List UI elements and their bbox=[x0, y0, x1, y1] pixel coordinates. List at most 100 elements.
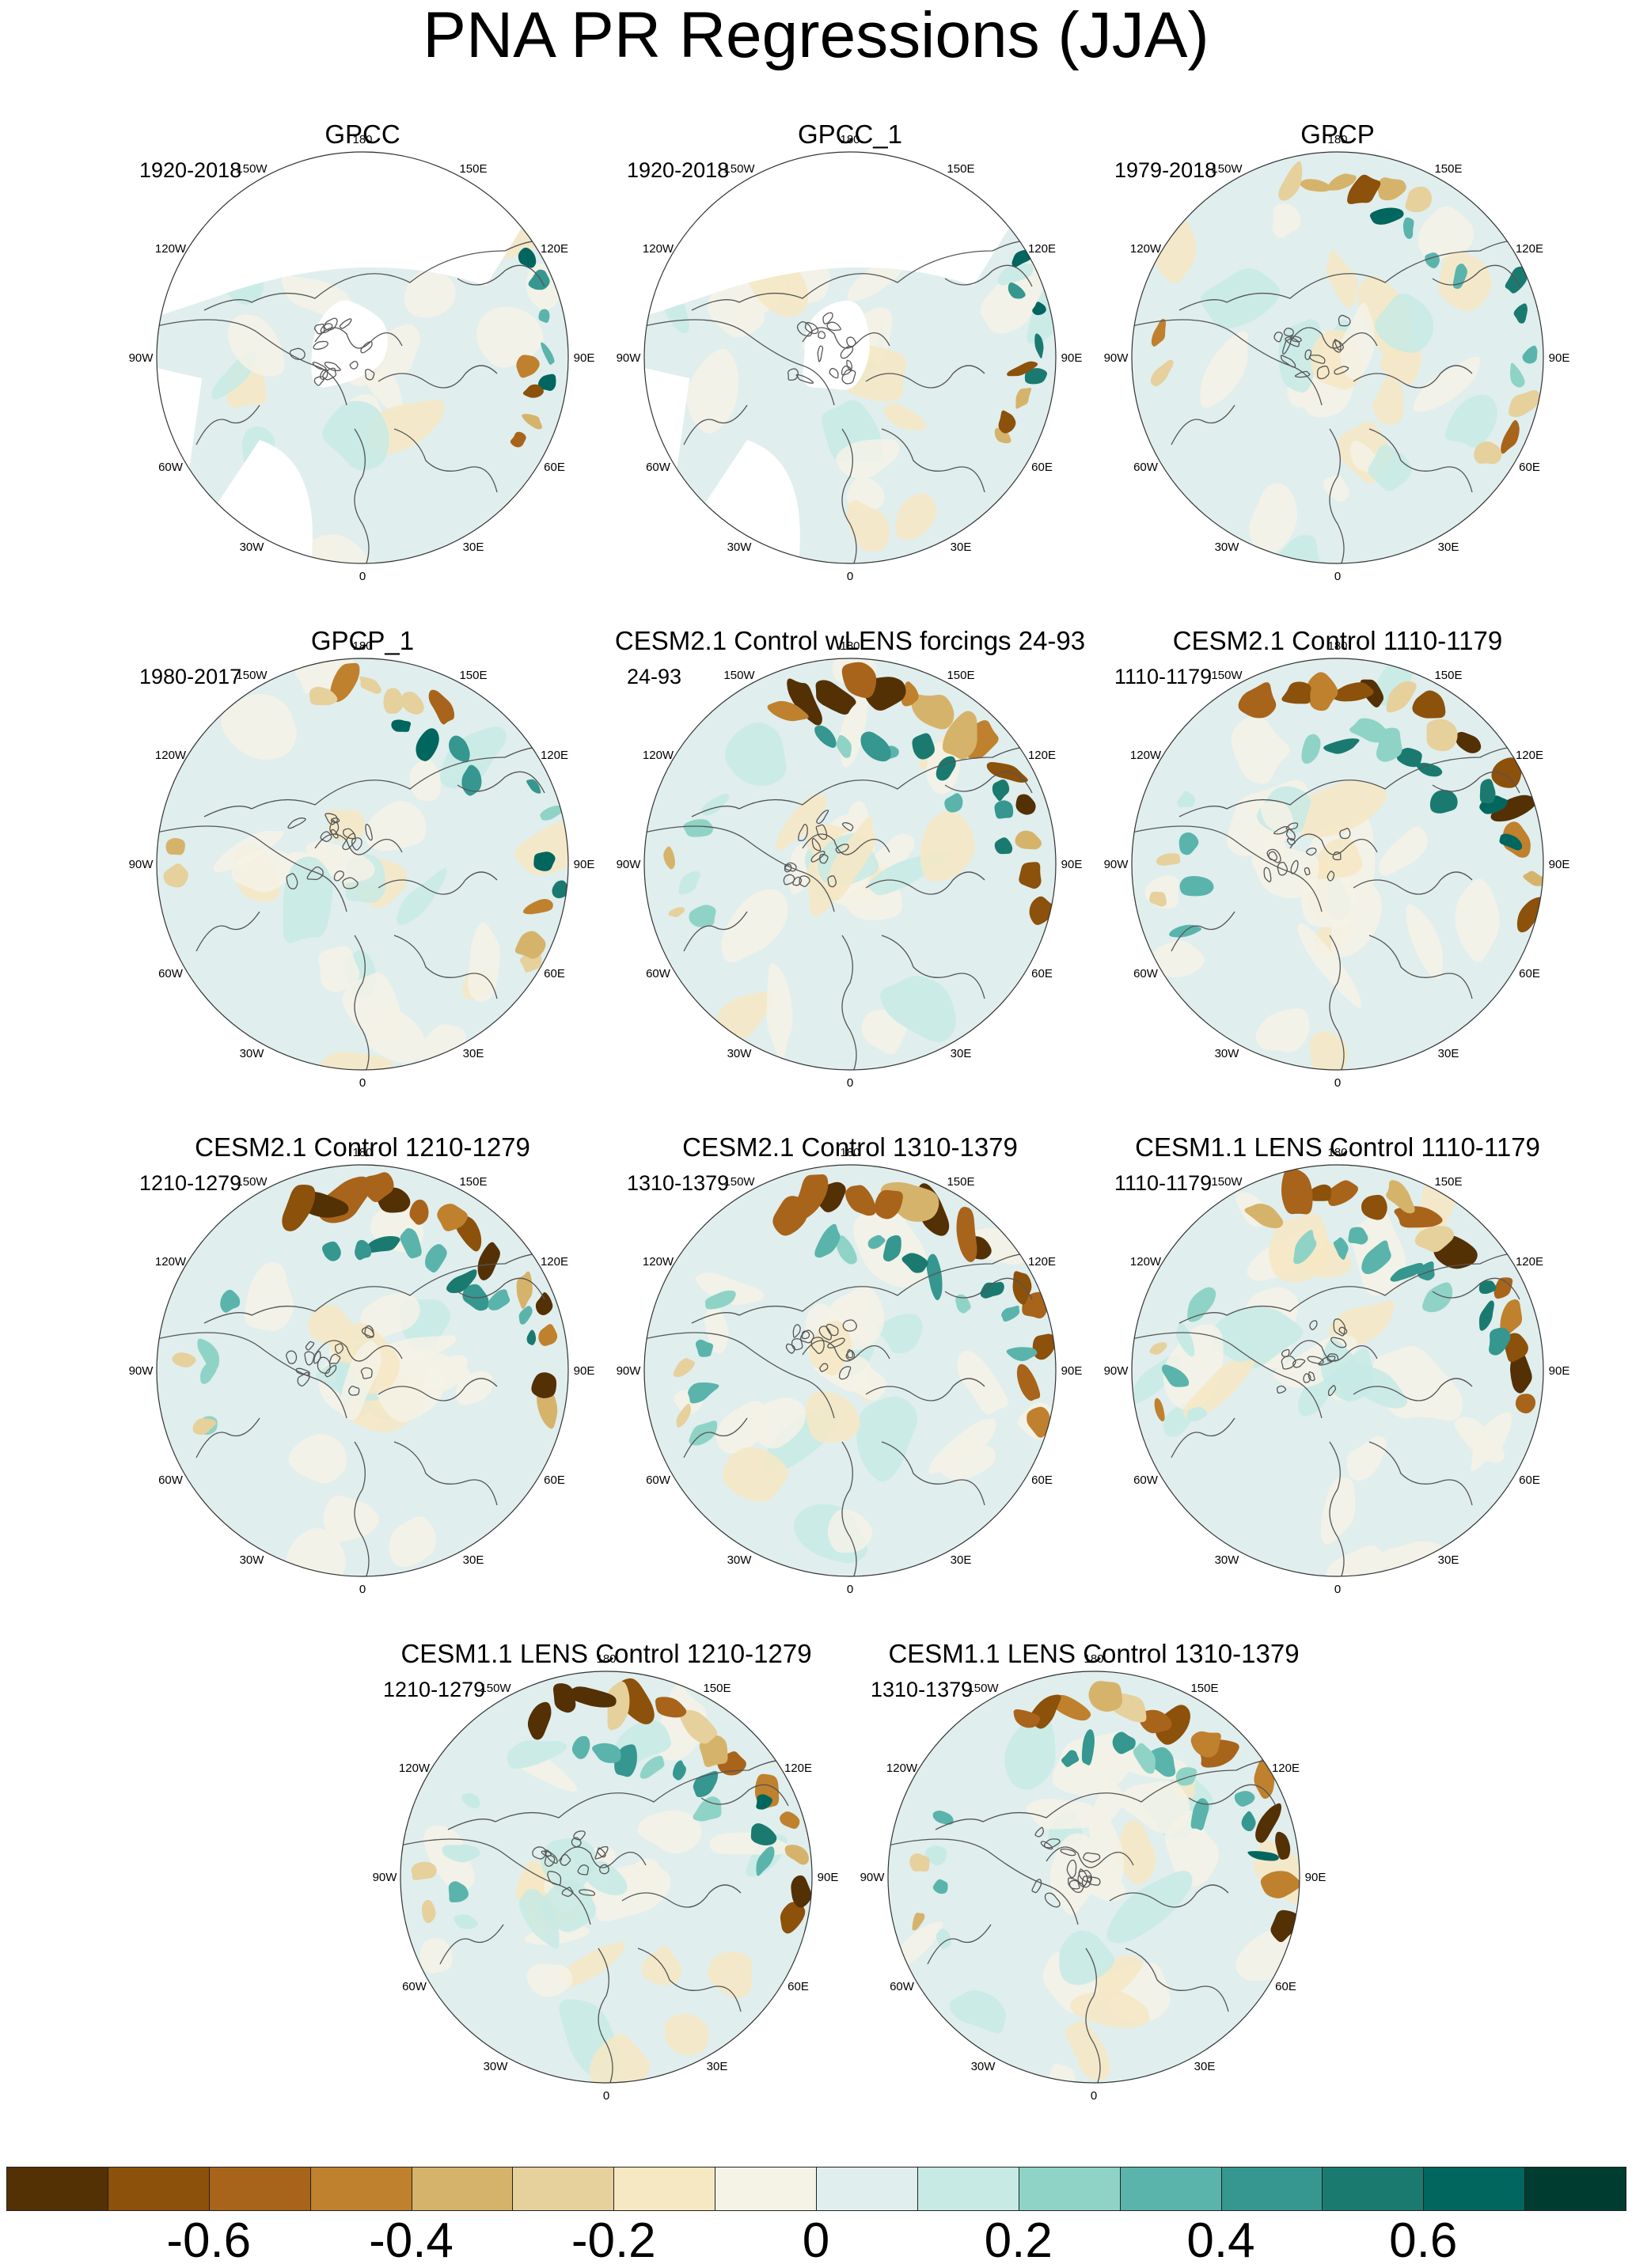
longitude-label: 30E bbox=[1438, 1047, 1459, 1060]
panel-title: GPCP bbox=[1300, 119, 1375, 149]
longitude-label: 150W bbox=[236, 162, 268, 176]
longitude-label: 30E bbox=[707, 2060, 728, 2073]
longitude-label: 180 bbox=[1084, 1652, 1103, 1666]
longitude-label: 90E bbox=[574, 351, 595, 365]
longitude-label: 60E bbox=[1519, 967, 1540, 980]
coastlines bbox=[1132, 746, 1536, 1070]
longitude-label: 90W bbox=[373, 1871, 398, 1884]
figure-title: PNA PR Regressions (JJA) bbox=[423, 0, 1209, 71]
longitude-label: 180 bbox=[1327, 1146, 1347, 1159]
longitude-label: 180 bbox=[352, 133, 372, 146]
longitude-label: 30E bbox=[463, 1553, 484, 1567]
longitude-label: 30W bbox=[484, 2060, 509, 2073]
longitude-label: 120W bbox=[1130, 1255, 1162, 1269]
longitude-label: 0 bbox=[1334, 1076, 1341, 1090]
map-boundary bbox=[156, 151, 569, 564]
longitude-label: 180 bbox=[596, 1652, 616, 1666]
longitude-label: 30E bbox=[951, 540, 972, 554]
colorbar-swatch bbox=[1524, 2167, 1626, 2211]
map-boundary bbox=[1131, 151, 1544, 564]
longitude-label: 120E bbox=[541, 1255, 568, 1269]
longitude-label: 0 bbox=[847, 1076, 853, 1090]
longitude-label: 150W bbox=[723, 1175, 755, 1189]
longitude-label: 150W bbox=[967, 1682, 999, 1695]
longitude-label: 150E bbox=[947, 1175, 974, 1189]
longitude-label: 90W bbox=[617, 351, 642, 365]
longitude-label: 180 bbox=[840, 639, 860, 653]
precip-field bbox=[1132, 1165, 1543, 1576]
colorbar-swatch bbox=[917, 2167, 1019, 2211]
longitude-label: 60E bbox=[1031, 1473, 1053, 1487]
map-boundary bbox=[1131, 1164, 1544, 1577]
longitude-label: 60E bbox=[1031, 967, 1053, 980]
longitude-label: 120E bbox=[541, 749, 568, 762]
panel-title: CESM2.1 Control 1210-1279 bbox=[195, 1132, 530, 1162]
longitude-label: 90W bbox=[1104, 1364, 1129, 1378]
longitude-label: 0 bbox=[603, 2089, 609, 2103]
longitude-label: 90W bbox=[1104, 351, 1129, 365]
colorbar-swatch bbox=[1220, 2167, 1323, 2211]
colorbar-tick-label: 0.6 bbox=[1389, 2213, 1458, 2268]
longitude-label: 60E bbox=[1519, 1473, 1540, 1487]
longitude-label: 30W bbox=[1215, 1047, 1240, 1060]
longitude-label: 90E bbox=[1061, 351, 1083, 365]
panel-period-label: 1110-1179 bbox=[1114, 1171, 1213, 1195]
coastlines bbox=[157, 240, 561, 563]
longitude-label: 150W bbox=[236, 669, 268, 682]
panel-period-label: 1110-1179 bbox=[1114, 665, 1213, 688]
longitude-label: 30E bbox=[951, 1553, 972, 1567]
longitude-label: 90E bbox=[574, 858, 595, 871]
precip-field bbox=[888, 1671, 1300, 2083]
longitude-label: 120W bbox=[643, 1255, 674, 1269]
longitude-label: 180 bbox=[840, 1146, 860, 1159]
map-panel: GPCP 1979-2018 180 150E 120E 90E 60E 30E 0 30W 60W… bbox=[1092, 119, 1583, 625]
coastlines bbox=[644, 1253, 1049, 1576]
longitude-label: 180 bbox=[840, 133, 860, 146]
longitude-label: 30W bbox=[240, 540, 265, 554]
longitude-label: 90E bbox=[818, 1871, 839, 1884]
polar-map: 180 150E 120E 90E 60E 30E 0 30W 60W 90W 120W 150W bbox=[1104, 1146, 1570, 1596]
map-panel: GPCC_1 1920-2018 180 150E 120E 90E 60E 30E 0 30W 6… bbox=[605, 119, 1095, 625]
colorbar-swatch bbox=[107, 2167, 210, 2211]
longitude-label: 90E bbox=[1549, 858, 1570, 871]
coastlines bbox=[157, 746, 561, 1070]
colorbar-swatch bbox=[1119, 2167, 1222, 2211]
panel-period-label: 1920-2018 bbox=[627, 158, 730, 182]
precip-field bbox=[157, 1165, 568, 1576]
panel-title: GPCC_1 bbox=[797, 119, 903, 149]
longitude-label: 90E bbox=[574, 1364, 595, 1378]
colorbar-tick-label: 0.2 bbox=[984, 2213, 1053, 2268]
panel-title: GPCC bbox=[325, 119, 400, 149]
longitude-label: 30W bbox=[240, 1047, 265, 1060]
longitude-label: 60W bbox=[402, 1980, 427, 1993]
longitude-label: 120W bbox=[155, 749, 187, 762]
map-panel: CESM2.1 Control 1210-1279 1210-1279 180 150… bbox=[117, 1132, 608, 1638]
longitude-label: 60E bbox=[1031, 461, 1053, 474]
longitude-label: 120E bbox=[1516, 749, 1543, 762]
panel-title: CESM2.1 Control 1310-1379 bbox=[682, 1132, 1018, 1162]
longitude-label: 150E bbox=[459, 669, 487, 682]
longitude-label: 150W bbox=[1211, 669, 1243, 682]
longitude-label: 90E bbox=[1549, 351, 1570, 365]
longitude-label: 150E bbox=[459, 162, 487, 176]
colorbar-swatch bbox=[411, 2167, 514, 2211]
longitude-label: 150E bbox=[1434, 1175, 1462, 1189]
coastlines bbox=[1132, 240, 1536, 563]
longitude-label: 30W bbox=[727, 1047, 753, 1060]
coastlines bbox=[400, 1759, 805, 2083]
colorbar-tick-label: 0.4 bbox=[1186, 2213, 1255, 2268]
longitude-label: 0 bbox=[359, 1583, 366, 1596]
colorbar-swatch bbox=[1322, 2167, 1425, 2211]
longitude-label: 180 bbox=[352, 1146, 372, 1159]
longitude-label: 150E bbox=[1434, 669, 1462, 682]
polar-map: 180 150E 120E 90E 60E 30E 0 30W 60W 90W 120W 150W bbox=[860, 1652, 1326, 2103]
longitude-label: 150W bbox=[1211, 1175, 1243, 1189]
longitude-label: 150W bbox=[1211, 162, 1243, 176]
longitude-label: 60W bbox=[646, 967, 671, 980]
map-boundary bbox=[156, 1164, 569, 1577]
precip-field bbox=[157, 152, 568, 563]
colorbar-swatch bbox=[816, 2167, 918, 2211]
precip-field bbox=[644, 152, 1056, 563]
map-boundary bbox=[400, 1671, 813, 2084]
map-boundary bbox=[643, 1164, 1057, 1577]
